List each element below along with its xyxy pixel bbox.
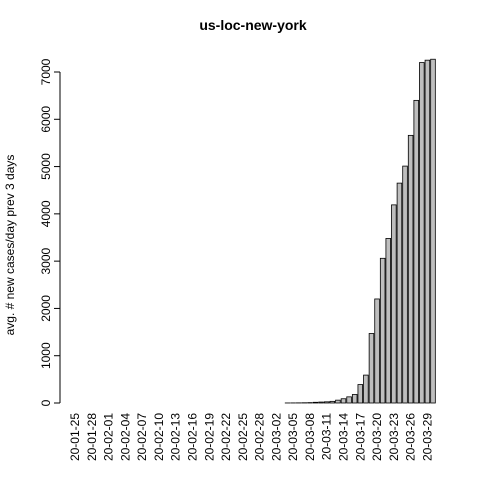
bar [312, 401, 319, 404]
x-tick-label: 20-03-17 [353, 413, 367, 461]
x-tick-label: 20-03-08 [303, 413, 317, 461]
bar [430, 58, 436, 404]
bar [407, 134, 414, 404]
chart-title: us-loc-new-york [199, 17, 307, 33]
x-tick-label: 20-01-28 [85, 413, 99, 461]
bar [402, 165, 408, 404]
bar [329, 400, 336, 404]
bar [385, 238, 391, 404]
bar [335, 399, 341, 404]
y-tick-label: 6000 [39, 106, 53, 133]
x-tick-label: 20-02-13 [169, 413, 183, 461]
y-tick-label: 2000 [39, 295, 53, 322]
y-tick-label: 3000 [39, 247, 53, 274]
y-tick-label: 5000 [39, 153, 53, 180]
x-tick-label: 20-02-07 [135, 413, 149, 461]
x-tick-label: 20-03-11 [320, 413, 334, 460]
x-tick-label: 20-02-04 [118, 413, 132, 461]
x-tick-label: 20-01-25 [68, 413, 82, 461]
bar [391, 204, 397, 404]
bar [363, 374, 369, 404]
bar [346, 396, 352, 404]
x-tick-label: 20-02-19 [202, 413, 216, 461]
x-tick-label: 20-02-22 [219, 413, 233, 461]
y-tick-label: 0 [39, 399, 53, 406]
x-tick-label: 20-03-05 [286, 413, 300, 461]
y-tick-label: 4000 [39, 200, 53, 227]
x-tick-label: 20-03-26 [404, 413, 418, 461]
x-tick-label: 20-03-14 [337, 413, 351, 461]
bar [419, 62, 425, 404]
bar [351, 394, 358, 404]
x-tick-label: 20-02-10 [152, 413, 166, 461]
bar [413, 99, 419, 404]
y-axis-label: avg. # new cases/day prev 3 days [3, 155, 17, 336]
bar [424, 59, 431, 404]
x-tick-label: 20-02-28 [253, 413, 267, 461]
bar [374, 298, 380, 404]
x-tick-label: 20-03-23 [387, 413, 401, 461]
x-tick-label: 20-02-25 [236, 413, 250, 461]
x-tick-label: 20-03-29 [420, 413, 434, 461]
bar [396, 182, 403, 404]
x-tick-label: 20-03-20 [370, 413, 384, 461]
y-tick-label: 7000 [39, 58, 53, 85]
bar [323, 401, 330, 404]
x-tick-label: 20-02-16 [185, 413, 199, 461]
y-tick-label: 1000 [39, 342, 53, 369]
bar [379, 257, 386, 404]
x-tick-label: 20-02-01 [102, 413, 116, 461]
bar [368, 333, 375, 404]
bar [357, 384, 364, 404]
bar [318, 401, 324, 404]
bar [340, 398, 347, 404]
x-tick-label: 20-03-02 [269, 413, 283, 461]
